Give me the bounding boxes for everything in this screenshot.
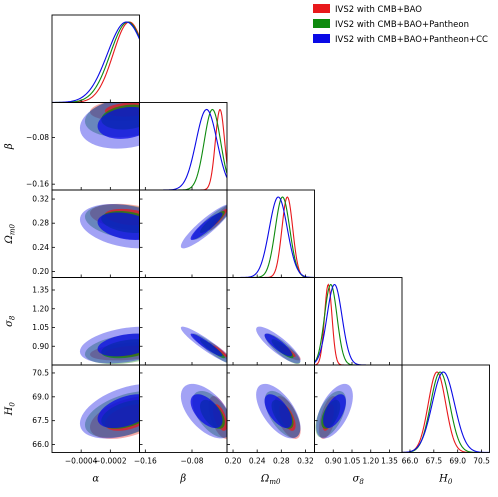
ytick-label-H0: 69.0	[32, 392, 49, 401]
panel-sigma8-vs-omega	[256, 326, 301, 365]
ytick-label-omega: 0.28	[32, 219, 49, 228]
xtick-label-H0: 66.0	[402, 457, 419, 466]
posterior-line-0	[52, 21, 140, 103]
panel-sigma8-vs-alpha	[79, 326, 140, 365]
contour68-2	[97, 212, 140, 240]
posterior-line-2	[314, 284, 402, 365]
posterior-line-2	[227, 196, 315, 278]
ytick-label-sigma8: 1.35	[32, 286, 49, 295]
ytick-label-sigma8: 0.90	[32, 342, 49, 351]
ytick-label-sigma8: 1.05	[32, 323, 49, 332]
panel-beta-vs-alpha	[79, 102, 140, 149]
xtick-label-omega: 0.24	[249, 457, 266, 466]
xlabel-beta: β	[179, 474, 186, 485]
contour68-2	[264, 333, 293, 357]
ytick-label-omega: 0.20	[32, 267, 49, 276]
ylabel-sigma8: σ8	[4, 315, 17, 327]
posterior-omega	[227, 196, 315, 278]
posterior-line-2	[139, 108, 227, 190]
xlabel-alpha: α	[92, 474, 99, 485]
ytick-label-H0: 66.0	[32, 440, 49, 449]
contour68-2	[97, 394, 140, 429]
ylabel-H0: H0	[4, 402, 17, 417]
ytick-label-H0: 67.5	[32, 416, 49, 425]
xtick-label-H0: 67.5	[425, 457, 442, 466]
xtick-label-omega: 0.20	[225, 457, 242, 466]
panel-H0-vs-alpha	[79, 384, 140, 439]
posterior-line-1	[139, 108, 227, 190]
ylabel-beta: β	[4, 143, 15, 150]
panel-omega-vs-alpha	[79, 203, 140, 249]
panel-H0-vs-beta	[180, 383, 227, 439]
xtick-label-beta: −0.16	[134, 457, 157, 466]
ytick-label-omega: 0.32	[32, 195, 49, 204]
xtick-label-sigma8: 1.35	[381, 457, 398, 466]
posterior-line-0	[227, 196, 315, 278]
posterior-line-1	[402, 371, 490, 453]
panel-frame	[401, 364, 490, 453]
contour68-2	[190, 394, 223, 429]
xtick-label-beta: −0.08	[181, 457, 204, 466]
xlabel-H0: H0	[438, 474, 453, 487]
posterior-H0	[402, 371, 490, 453]
xtick-label-H0: 70.5	[473, 457, 490, 466]
legend-swatch-2	[313, 34, 330, 43]
legend-label-1: IVS2 with CMB+BAO+Pantheon	[335, 20, 469, 30]
posterior-alpha	[52, 21, 140, 103]
contour68-2	[190, 212, 223, 240]
ylabel-omega: Ωm0	[4, 224, 17, 245]
xtick-label-omega: 0.32	[297, 457, 314, 466]
xtick-label-sigma8: 1.20	[362, 457, 379, 466]
panel-frame	[314, 277, 403, 366]
panel-H0-vs-omega	[256, 383, 301, 439]
ytick-label-beta: −0.16	[26, 180, 49, 189]
ytick-label-H0: 70.5	[32, 368, 49, 377]
panel-omega-vs-beta	[180, 204, 227, 249]
panel-sigma8-vs-beta	[180, 326, 227, 363]
posterior-line-1	[52, 21, 140, 103]
contour68-2	[97, 333, 140, 357]
ytick-label-sigma8: 1.20	[32, 304, 49, 313]
xtick-label-sigma8: 1.05	[344, 457, 361, 466]
xtick-label-alpha: −0.0002	[94, 457, 127, 466]
legend-label-2: IVS2 with CMB+BAO+Pantheon+CC	[335, 35, 488, 45]
legend-swatch-1	[313, 19, 330, 28]
contour68-2	[190, 333, 223, 357]
ytick-label-omega: 0.24	[32, 243, 49, 252]
panel-frame	[226, 277, 315, 366]
legend-swatch-0	[313, 4, 330, 13]
legend-label-0: IVS2 with CMB+BAO	[335, 5, 422, 15]
posterior-line-1	[314, 283, 402, 365]
contour68-2	[97, 106, 140, 139]
xtick-label-H0: 69.0	[449, 457, 466, 466]
panel-frame	[226, 189, 315, 278]
panel-H0-vs-sigma8	[315, 383, 353, 439]
panel-frame	[139, 189, 228, 278]
posterior-line-1	[227, 196, 315, 278]
xtick-label-sigma8: 0.90	[325, 457, 342, 466]
contour68-2	[323, 394, 346, 429]
xlabel-sigma8: σ8	[353, 474, 365, 487]
xtick-label-alpha: −0.0004	[65, 457, 98, 466]
posterior-sigma8	[314, 283, 402, 365]
posterior-beta	[139, 108, 227, 190]
xtick-label-omega: 0.28	[273, 457, 290, 466]
ytick-label-beta: −0.08	[26, 133, 49, 142]
panel-frame	[139, 102, 228, 191]
posterior-line-2	[402, 371, 490, 453]
contour68-2	[264, 394, 293, 429]
posterior-line-0	[139, 109, 227, 190]
xlabel-omega: Ωm0	[260, 474, 281, 487]
posterior-line-2	[52, 21, 140, 103]
panel-frame	[51, 14, 140, 103]
